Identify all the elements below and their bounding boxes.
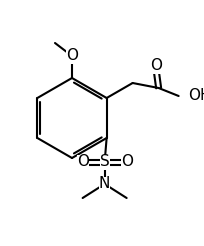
Text: O: O	[121, 154, 133, 169]
Text: N: N	[99, 176, 110, 191]
Text: O: O	[66, 48, 78, 63]
Text: S: S	[100, 154, 110, 169]
Text: O: O	[150, 59, 162, 74]
Text: O: O	[77, 154, 89, 169]
Text: OH: OH	[188, 89, 204, 104]
